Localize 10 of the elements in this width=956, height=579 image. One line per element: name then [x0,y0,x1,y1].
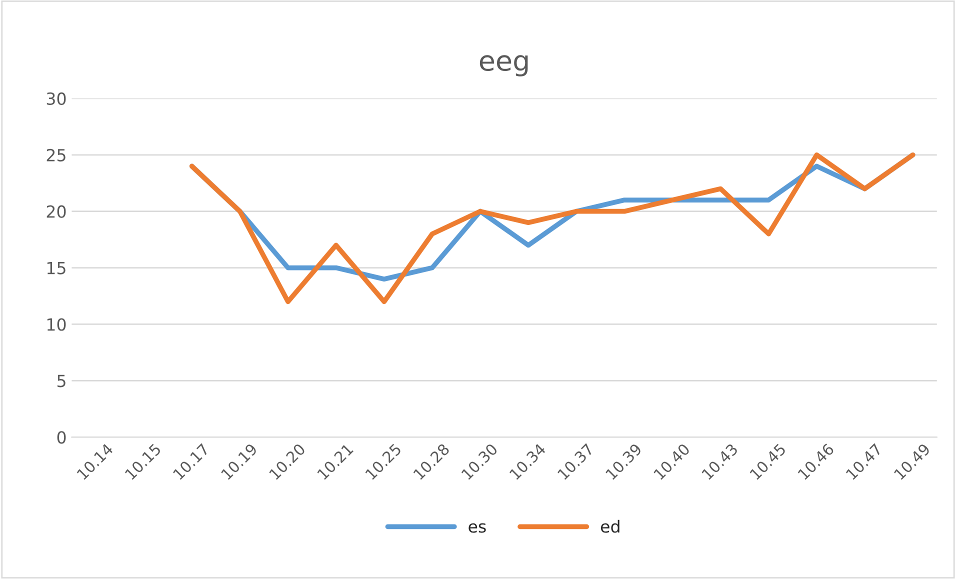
y-tick-label: 20 [46,205,66,218]
y-tick-label: 25 [46,148,66,162]
y-tick-label: 10 [47,318,66,331]
chart-title: eeg [480,55,528,76]
y-tick-label: 5 [58,374,66,388]
legend-label: ed [600,520,620,533]
legend-label: es [468,523,486,533]
y-tick-label: 0 [57,431,66,444]
y-tick-label: 15 [47,262,66,274]
y-tick-label: 30 [46,92,66,105]
